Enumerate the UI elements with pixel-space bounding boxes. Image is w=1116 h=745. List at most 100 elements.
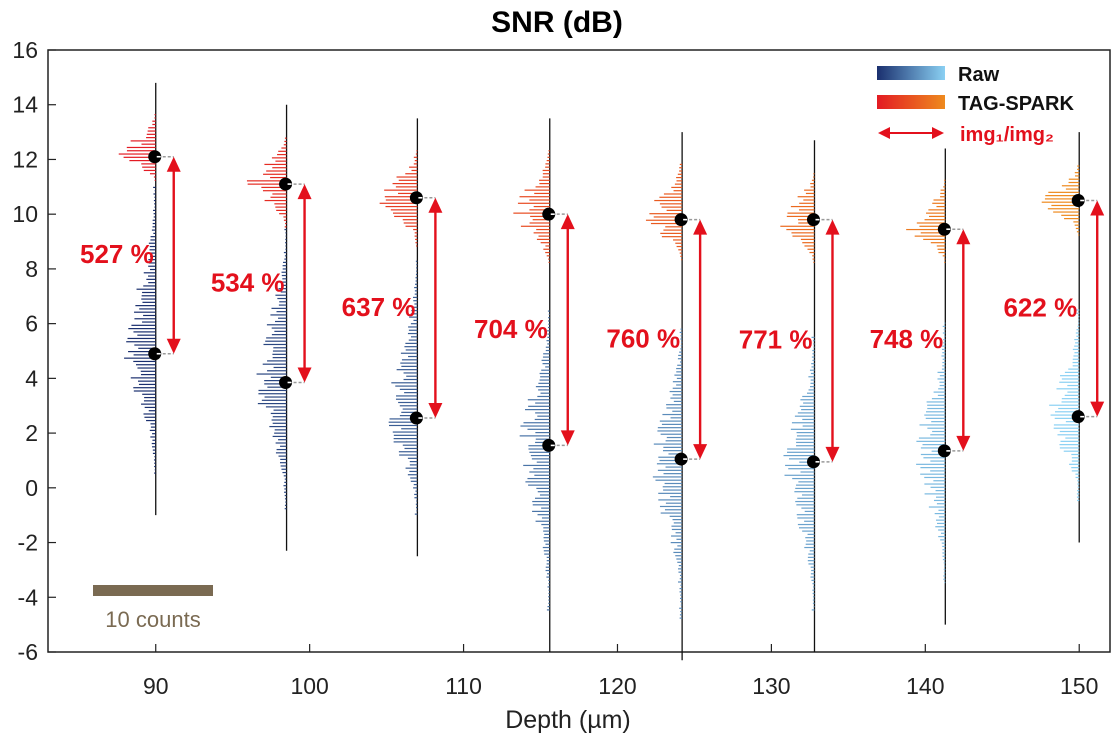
histogram-bar [537,395,550,398]
histogram-bar [143,400,156,402]
histogram-bar [258,389,287,392]
histogram-bar [402,444,418,446]
histogram-bar [938,509,946,511]
histogram-bar [806,392,815,394]
histogram-bar [926,401,946,403]
histogram-bar [143,413,156,415]
histogram-bar [543,530,550,532]
legend-swatch-raw [877,66,945,80]
histogram-bar [154,190,156,192]
histogram-bar [270,314,287,316]
histogram-bar [261,186,287,189]
histogram-bar [673,551,683,554]
histogram-bar [283,475,287,477]
histogram-bar [257,402,287,405]
histogram-bar [415,283,418,285]
histogram-bar [134,311,156,313]
histogram-bar [532,504,550,506]
histogram-bar [678,354,683,357]
histogram-bar [1077,165,1080,167]
histogram-bar [920,447,946,449]
histogram-bar [1075,175,1080,177]
histogram-bar [671,525,683,527]
histogram-bar [413,300,418,302]
histogram-bar [661,236,683,238]
histogram-bar [943,338,946,341]
histogram-bar [1076,335,1080,337]
histogram-bar [519,435,550,437]
ratio-arrows: 527 % 534 % 637 % 704 % 760 % 771 % 748 % 622 % [80,156,1105,462]
histogram-bar [800,471,815,473]
histogram-bar [919,424,946,426]
histogram-bar [944,322,946,324]
histogram-bar [933,499,946,502]
histogram-bar [283,144,287,146]
histogram-bar [792,235,815,237]
histogram-bar [539,179,550,181]
histogram-bar [813,606,815,608]
histogram-bar [270,412,287,415]
tag-spark-histogram [118,114,156,181]
histogram-bar [677,545,683,547]
histogram-bar [529,451,550,453]
histogram-bar [546,576,550,578]
histogram-bar [1041,201,1080,203]
histogram-bar [663,489,683,491]
histogram-bar [546,160,550,162]
histogram-bar [284,137,287,139]
histogram-bar [941,348,946,351]
histogram-bar [395,398,418,400]
histogram-bar [797,523,815,526]
histogram-bar [796,431,815,434]
raw-histogram [916,322,946,584]
histogram-bar [134,318,156,320]
histogram-bar [281,284,287,286]
histogram-bar [146,133,156,135]
histogram-bar [401,411,418,413]
histogram-bar [787,212,815,214]
histogram-bar [152,226,156,228]
histogram-bar [535,497,550,499]
histogram-bar [546,560,550,562]
histogram-bar [546,556,550,558]
histogram-bar [548,592,550,595]
histogram-bar [670,417,683,419]
histogram-bar [1076,329,1080,331]
histogram-bar [525,481,550,483]
histogram-bar [661,206,683,208]
ratio-double-arrow [825,219,840,462]
histogram-bar [414,293,418,295]
histogram-bar [796,504,815,506]
y-tick-label: -6 [18,639,38,665]
histogram-bar [414,235,418,237]
histogram-bar [543,353,550,355]
histogram-bar [679,574,683,577]
histogram-bar [283,251,287,254]
legend-label-tag-spark: TAG-SPARK [958,93,1074,115]
histogram-bar [938,535,946,538]
raw-median-dot [1071,410,1085,424]
histogram-bar [1063,450,1080,452]
histogram-bar [153,186,156,189]
y-tick-label: -2 [18,530,38,556]
histogram-bar [264,380,287,382]
histogram-bar [540,376,550,378]
histogram-bar [679,361,683,363]
histogram-bar [680,604,683,606]
y-axis-ticks: -6 -4 -2 0 2 4 6 8 10 12 14 16 [12,37,56,665]
histogram-bar [279,281,287,283]
histogram-bar [379,202,418,204]
histogram-bar [920,467,946,469]
histogram-bar [408,326,418,328]
histogram-bar [402,408,418,410]
histogram-bar [924,219,946,221]
histogram-bar [142,166,156,168]
histogram-bar [285,248,287,250]
histogram-bar [412,296,418,299]
histogram-bar [399,405,418,407]
histogram-bar [151,442,156,445]
histogram-bar [535,386,550,388]
histogram-bar [282,278,287,280]
histogram-bar [937,248,946,250]
histogram-bar [673,400,683,403]
